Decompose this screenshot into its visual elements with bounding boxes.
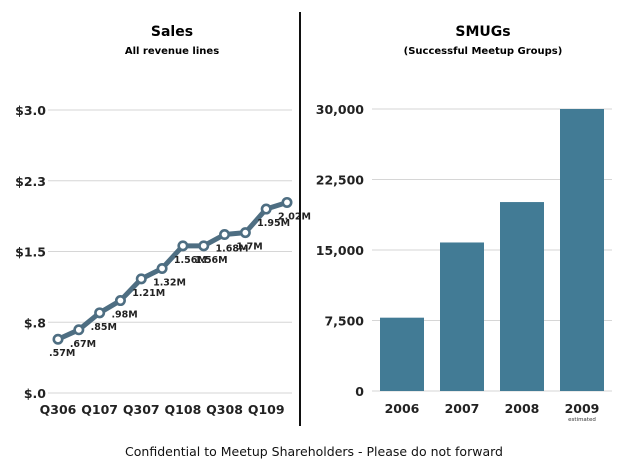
sales-point	[94, 307, 106, 319]
smugs-bar	[380, 317, 424, 391]
sales-data-label: 1.56M	[174, 255, 207, 266]
smugs-x-tick-label: 2006	[385, 401, 420, 416]
sales-data-label: 1.21M	[132, 288, 165, 299]
sales-data-labels: .57M.67M.85M.98M1.21M1.32M1.56M1.56M1.68…	[49, 211, 311, 359]
sales-point	[114, 295, 126, 307]
sales-subtitle: All revenue lines	[125, 46, 219, 57]
sales-x-tick-label: Q306	[40, 402, 77, 417]
smugs-y-tick-label: 22,500	[316, 173, 365, 188]
sales-data-label: 1.32M	[153, 277, 186, 288]
smugs-y-tick-label: 0	[355, 384, 364, 399]
smugs-x-tick-label: 2007	[445, 401, 480, 416]
sales-point	[156, 262, 168, 274]
sales-data-label: 1.68M	[216, 244, 249, 255]
smugs-x-tick-label: 2009	[565, 401, 600, 416]
sales-y-tick-label: $3.0	[15, 103, 46, 118]
smugs-title: SMUGs	[455, 24, 510, 40]
sales-y-axis: $.0 $.8 $1.5 $2.3 $3.0	[15, 103, 46, 401]
sales-data-label: .57M	[49, 348, 75, 359]
sales-series	[52, 196, 293, 345]
sales-data-label: .67M	[70, 339, 96, 350]
sales-title: Sales	[151, 24, 193, 40]
smugs-y-tick-label: 15,000	[316, 243, 365, 258]
smugs-x-tick-label: 2008	[505, 401, 540, 416]
sales-point	[239, 227, 251, 239]
sales-data-label: .98M	[111, 310, 137, 321]
sales-x-tick-label: Q109	[248, 402, 285, 417]
sales-point	[260, 203, 272, 215]
sales-point	[219, 229, 231, 241]
sales-point	[198, 240, 210, 252]
sales-x-tick-label: Q307	[123, 402, 160, 417]
smugs-y-axis: 0 7,500 15,000 22,500 30,000	[316, 102, 365, 399]
sales-x-axis: Q306 Q107 Q307 Q108 Q308 Q109	[40, 402, 285, 417]
sales-point	[281, 196, 293, 208]
smugs-y-tick-label: 7,500	[324, 314, 364, 329]
smugs-bar	[440, 242, 484, 391]
sales-data-label: 2.02M	[278, 211, 311, 222]
sales-point	[73, 324, 85, 336]
smugs-x-tick-note: estimated	[568, 417, 596, 423]
sales-data-label: 1.56M	[195, 255, 228, 266]
smugs-subtitle: (Successful Meetup Groups)	[404, 46, 563, 57]
sales-point	[52, 333, 64, 345]
sales-y-tick-label: $.0	[24, 386, 46, 401]
sales-x-tick-label: Q308	[206, 402, 243, 417]
smugs-chart: SMUGs (Successful Meetup Groups) 0 7,500 1…	[316, 24, 612, 423]
sales-data-label: 1.7M	[236, 242, 262, 253]
sales-data-label: .85M	[91, 322, 117, 333]
sales-y-tick-label: $1.5	[15, 245, 46, 260]
confidential-footer: Confidential to Meetup Shareholders - Pl…	[125, 444, 503, 459]
sales-data-label: 1.95M	[257, 218, 290, 229]
smugs-bars	[380, 109, 604, 391]
sales-point	[177, 240, 189, 252]
sales-y-tick-label: $.8	[24, 315, 46, 330]
sales-y-tick-label: $2.3	[15, 174, 46, 189]
smugs-bar	[500, 202, 544, 391]
sales-point	[135, 273, 147, 285]
sales-line	[56, 200, 288, 342]
sales-x-tick-label: Q107	[81, 402, 118, 417]
smugs-bar	[560, 109, 604, 391]
sales-chart: Sales All revenue lines $.0 $.8 $1.5 $2.3 $3…	[15, 24, 311, 417]
smugs-y-tick-label: 30,000	[316, 102, 365, 117]
sales-x-tick-label: Q108	[165, 402, 202, 417]
